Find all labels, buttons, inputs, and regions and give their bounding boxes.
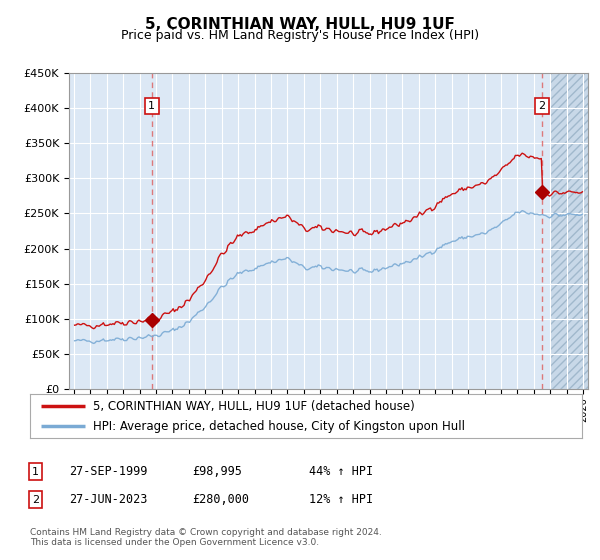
Text: 12% ↑ HPI: 12% ↑ HPI xyxy=(309,493,373,506)
Text: 2: 2 xyxy=(538,101,545,111)
Text: 2: 2 xyxy=(32,494,39,505)
Bar xyxy=(550,73,588,389)
Text: 5, CORINTHIAN WAY, HULL, HU9 1UF (detached house): 5, CORINTHIAN WAY, HULL, HU9 1UF (detach… xyxy=(94,399,415,413)
Text: £98,995: £98,995 xyxy=(192,465,242,478)
Text: Contains HM Land Registry data © Crown copyright and database right 2024.
This d: Contains HM Land Registry data © Crown c… xyxy=(30,528,382,547)
Text: 1: 1 xyxy=(148,101,155,111)
Text: 27-SEP-1999: 27-SEP-1999 xyxy=(69,465,148,478)
Text: 1: 1 xyxy=(32,466,39,477)
Text: 27-JUN-2023: 27-JUN-2023 xyxy=(69,493,148,506)
Text: Price paid vs. HM Land Registry's House Price Index (HPI): Price paid vs. HM Land Registry's House … xyxy=(121,29,479,42)
Text: 44% ↑ HPI: 44% ↑ HPI xyxy=(309,465,373,478)
Text: 5, CORINTHIAN WAY, HULL, HU9 1UF: 5, CORINTHIAN WAY, HULL, HU9 1UF xyxy=(145,17,455,32)
Text: £280,000: £280,000 xyxy=(192,493,249,506)
Text: HPI: Average price, detached house, City of Kingston upon Hull: HPI: Average price, detached house, City… xyxy=(94,419,466,433)
